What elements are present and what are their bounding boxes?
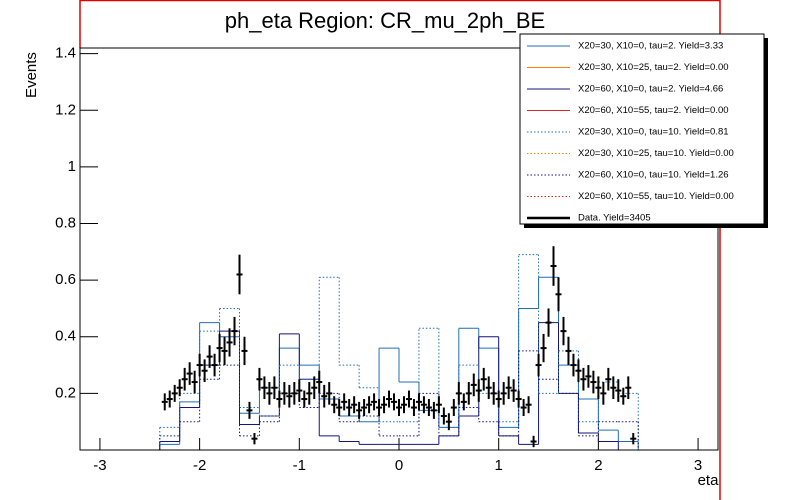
legend-label: Data. Yield=3405	[578, 213, 651, 224]
y-tick-label: 0.2	[55, 384, 76, 401]
y-tick-label: 1.4	[55, 45, 76, 62]
legend-label: X20=30, X10=0, tau=2. Yield=3.33	[578, 41, 723, 52]
axes-frame	[79, 47, 719, 451]
legend-box	[519, 33, 765, 225]
legend-label: X20=60, X10=55, tau=2. Yield=0.00	[578, 105, 729, 116]
y-tick-label: 0.8	[55, 214, 76, 231]
y-tick-label: 1	[68, 158, 76, 175]
x-tick-label: 3	[694, 457, 702, 474]
legend-label: X20=60, X10=55, tau=10. Yield=0.00	[578, 191, 734, 202]
x-tick-label: 0	[395, 457, 403, 474]
legend-label: X20=30, X10=25, tau=10. Yield=0.00	[578, 148, 734, 159]
legend-label: X20=60, X10=0, tau=10. Yield=1.26	[578, 170, 729, 181]
chart-title: ph_eta Region: CR_mu_2ph_BE	[225, 8, 545, 33]
x-tick-label: 1	[495, 457, 503, 474]
x-tick-label: -2	[193, 457, 206, 474]
x-tick-label: 2	[594, 457, 602, 474]
y-axis-label: Events	[23, 52, 40, 98]
y-tick-label: 0.4	[55, 328, 76, 345]
legend: X20=30, X10=0, tau=2. Yield=3.33 X20=30, …	[519, 33, 768, 228]
y-tick-label: 1.2	[55, 101, 76, 118]
y-tick-label: 0.6	[55, 271, 76, 288]
x-tick-label: -3	[93, 457, 106, 474]
legend-label: X20=30, X10=25, tau=2. Yield=0.00	[578, 62, 729, 73]
x-axis-label: eta	[698, 472, 720, 489]
legend-label: X20=60, X10=0, tau=2. Yield=4.66	[578, 84, 723, 95]
legend-label: X20=30, X10=0, tau=10. Yield=0.81	[578, 127, 729, 138]
x-tick-label: -1	[293, 457, 306, 474]
